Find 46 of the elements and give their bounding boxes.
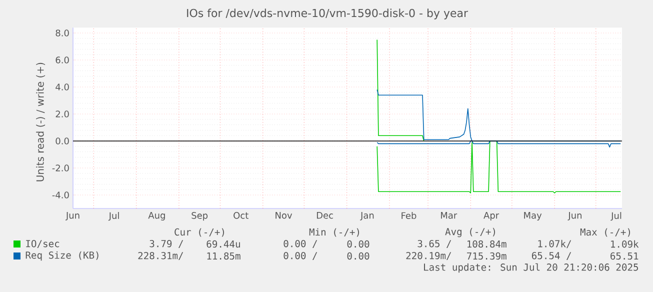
x-tick-label: Dec [316,212,333,219]
text: Max (-/+) [580,228,630,237]
legend-label: Req Size (KB) [26,251,98,261]
x-tick-label: Sep [192,212,208,221]
x-tick-label: May [524,212,542,220]
text: Last update: Sun Jul 20 21:20:06 2025 [424,263,638,273]
text: 0.00 / [284,240,318,248]
text: 108.84m [468,240,506,248]
text: 0.00 [347,252,370,260]
text: 0.00 [347,240,370,248]
text: 65.51 [610,252,638,260]
legend-label: IO/sec [26,240,60,248]
y-tick-label: 8.0 [56,30,69,36]
x-tick-label: Mar [441,212,458,219]
text: 715.39m [467,252,506,260]
x-tick-label: Apr [484,212,500,220]
text: 220.19m/ [406,252,452,260]
x-tick-label: Jun [66,212,80,220]
x-tick-label: Aug [148,212,165,220]
x-tick-label: Jul [610,212,622,221]
text: 0.00 / [284,252,318,260]
y-tick-label: 2.0 [56,110,69,118]
y-tick-label: -2.0 [52,164,69,172]
x-tick-label: Jan [360,212,374,220]
text: 65.54 / [532,252,572,260]
text: Cur (-/+) [174,228,224,237]
x-tick-label: Jun [568,212,582,220]
y-tick-label: -4.0 [52,192,69,198]
x-tick-label: Feb [402,212,416,219]
y-axis-title: Units read (-) / write (+) [36,62,46,182]
x-tick-label: Jul [108,212,119,221]
text: 228.31m/ [138,252,184,260]
text: Avg (-/+) [445,228,496,238]
text: 3.65 / [418,240,452,248]
text: 11.85m [207,252,240,260]
text: Min (-/+) [309,228,360,237]
y-tick-label: 6.0 [56,56,69,64]
y-tick-label: 0.0 [56,138,69,144]
text: 69.44u [206,240,240,248]
y-tick-label: 4.0 [56,84,69,90]
x-tick-label: Oct [234,212,248,219]
text: 1.09k [611,240,639,248]
chart-title: IOs for /dev/vds-nvme-10/vm-1590-disk-0 - by year [187,8,468,20]
x-tick-label: Nov [276,212,292,219]
text: 3.79 / [150,240,184,248]
text: 1.07k/ [538,240,572,248]
